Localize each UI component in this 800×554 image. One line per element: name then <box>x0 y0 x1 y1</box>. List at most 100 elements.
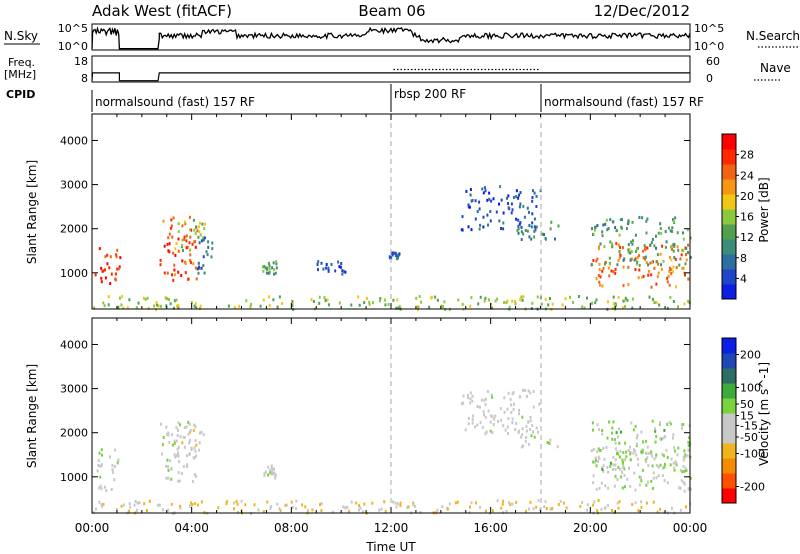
radar-cell <box>442 305 444 309</box>
radar-cell <box>95 507 97 511</box>
radar-cell <box>533 435 536 439</box>
radar-cell <box>645 460 648 464</box>
radar-cell <box>499 407 502 411</box>
radar-cell <box>192 428 195 432</box>
radar-cell <box>598 428 600 432</box>
nsky-left-tick-top: 10^5 <box>58 22 88 35</box>
radar-cell <box>189 253 192 257</box>
radar-cell <box>667 226 670 230</box>
radar-cell <box>635 262 638 266</box>
radar-cell <box>469 205 471 209</box>
radar-cell <box>168 232 171 236</box>
radar-cell <box>372 301 374 305</box>
radar-cell <box>682 458 685 462</box>
power-colorbar: 4 8 12 16 20 24 28 <box>721 133 754 300</box>
radar-cell <box>501 502 504 506</box>
radar-cell <box>275 266 278 270</box>
radar-cell <box>617 295 620 299</box>
radar-cell <box>184 222 187 226</box>
radar-cell <box>186 465 188 469</box>
radar-cell <box>597 447 600 451</box>
radar-cell <box>184 271 187 275</box>
radar-cell <box>325 263 328 266</box>
radar-cell <box>674 257 677 261</box>
radar-cell <box>527 389 530 393</box>
radar-cell <box>189 430 192 434</box>
velocity-axes: 1000 2000 3000 4000 <box>60 318 691 513</box>
radar-cell <box>491 509 494 513</box>
radar-cell <box>642 440 644 444</box>
radar-cell <box>598 262 601 266</box>
radar-cell <box>273 272 275 276</box>
radar-cell <box>189 248 191 252</box>
radar-cell <box>165 304 168 308</box>
radar-cell <box>392 500 395 504</box>
radar-cell <box>274 474 277 478</box>
radar-cell <box>324 299 327 303</box>
colorbar-tick-label: 4 <box>740 272 747 285</box>
radar-cell <box>559 500 562 503</box>
radar-cell <box>599 283 601 287</box>
radar-cell <box>180 274 183 277</box>
radar-cell <box>268 264 271 268</box>
radar-cell <box>614 302 617 306</box>
radar-cell <box>614 447 617 451</box>
radar-cell <box>637 509 640 513</box>
power-scatter-cells <box>93 185 692 312</box>
radar-cell <box>655 260 658 264</box>
cpid-segment-3: normalsound (fast) 157 RF <box>544 95 704 109</box>
radar-cell <box>605 446 608 449</box>
radar-cell <box>621 471 623 474</box>
radar-cell <box>611 437 614 441</box>
radar-cell <box>203 236 206 240</box>
radar-cell <box>537 430 539 434</box>
radar-cell <box>608 262 611 266</box>
radar-cell <box>684 455 687 459</box>
radar-cell <box>596 423 599 427</box>
radar-cell <box>383 298 386 302</box>
radar-cell <box>636 255 639 259</box>
radar-cell <box>188 241 191 245</box>
radar-cell <box>304 505 307 509</box>
radar-cell <box>632 239 634 243</box>
radar-cell <box>180 472 183 476</box>
radar-cell <box>107 295 110 299</box>
radar-cell <box>668 256 671 259</box>
radar-cell <box>684 273 686 277</box>
radar-cell <box>677 305 679 309</box>
radar-cell <box>177 249 180 253</box>
radar-cell <box>687 299 690 303</box>
radar-cell <box>205 250 208 254</box>
radar-cell <box>339 265 342 269</box>
radar-cell <box>203 227 206 230</box>
radar-cell <box>681 266 684 270</box>
radar-cell <box>436 508 439 512</box>
radar-cell <box>484 415 487 419</box>
radar-cell <box>601 284 604 288</box>
radar-cell <box>510 411 513 414</box>
radar-cell <box>617 243 620 247</box>
radar-cell <box>512 408 515 412</box>
colorbar-tick-label: 50 <box>740 398 754 411</box>
radar-cell <box>187 277 190 281</box>
radar-cell <box>669 295 672 299</box>
radar-cell <box>170 477 173 481</box>
radar-cell <box>173 273 176 277</box>
radar-cell <box>520 230 523 234</box>
radar-cell <box>601 432 604 436</box>
radar-cell <box>383 500 386 504</box>
radar-cell <box>211 247 214 251</box>
radar-cell <box>249 305 252 309</box>
radar-cell <box>200 239 203 243</box>
radar-cell <box>194 232 197 236</box>
radar-cell <box>621 458 624 462</box>
radar-cell <box>631 503 634 507</box>
radar-cell <box>198 265 200 269</box>
colorbar-segment <box>722 458 736 474</box>
radar-cell <box>656 253 659 257</box>
radar-cell <box>511 299 514 303</box>
radar-cell <box>683 482 686 486</box>
radar-cell <box>146 296 149 300</box>
radar-cell <box>101 504 104 508</box>
radar-cell <box>656 510 659 514</box>
